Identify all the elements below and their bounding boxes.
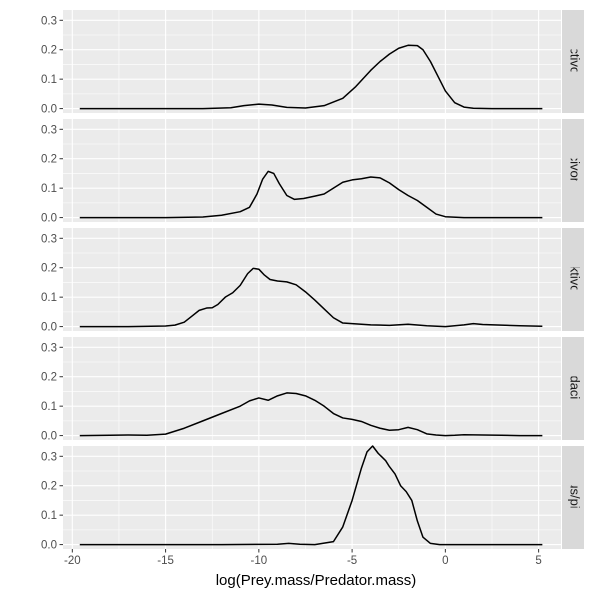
y-tick-label: 0.2: [41, 372, 57, 384]
y-tick-label: 0.3: [41, 342, 57, 354]
facet-strip: [562, 119, 584, 222]
facet-strip: [562, 337, 584, 440]
density-line: [79, 392, 543, 437]
y-tick-label: 0.2: [41, 481, 57, 493]
y-tick-label: 0.0: [41, 540, 57, 552]
density-line: [79, 267, 543, 328]
x-tick-label: -20: [64, 555, 81, 567]
panels-group: 0.0 0.1 0.2 0.3 insectivorous 0.0 0.1 0.2 0.3 pis…: [41, 10, 584, 564]
x-axis: -20 -15 -10 -5 0 5: [64, 549, 542, 567]
y-tick-label: 0.1: [41, 183, 57, 195]
x-tick-label: 5: [535, 555, 541, 567]
x-tick-label: -15: [157, 555, 174, 567]
density-line: [79, 44, 543, 110]
y-tick-label: 0.3: [41, 451, 57, 463]
y-tick-label: 0.1: [41, 401, 57, 413]
x-tick-label: -10: [251, 555, 268, 567]
y-tick-label: 0.1: [41, 74, 57, 86]
y-tick-label: 0.0: [41, 104, 57, 116]
panel-background: [63, 228, 561, 331]
panel-background: [63, 337, 561, 440]
y-tick-label: 0.3: [41, 15, 57, 27]
panel-background: [63, 446, 561, 549]
y-tick-label: 0.0: [41, 213, 57, 225]
facet-panel-2: 0.0 0.1 0.2 0.3 planktivorous: [41, 228, 584, 334]
density-line: [79, 445, 543, 546]
facet-strip-label: piscivorous: [568, 138, 583, 204]
facet-strip: [562, 228, 584, 331]
facet-panel-1: 0.0 0.1 0.2 0.3 piscivorous: [41, 119, 584, 225]
panel-background: [63, 10, 561, 113]
y-tick-label: 0.2: [41, 45, 57, 57]
density-line: [79, 170, 543, 219]
y-tick-label: 0.1: [41, 510, 57, 522]
facet-strip: [562, 446, 584, 549]
y-tick-label: 0.3: [41, 233, 57, 245]
y-tick-label: 0.0: [41, 431, 57, 443]
facet-strip: [562, 10, 584, 113]
y-tick-label: 0.3: [41, 124, 57, 136]
facet-strip-label: predacious/piscivorous: [568, 431, 583, 564]
facet-panel-3: 0.0 0.1 0.2 0.3 predacious: [41, 337, 584, 443]
facet-strip-label: predacious: [568, 357, 583, 421]
facet-strip-label: planktivorous: [568, 241, 583, 318]
panel-background: [63, 119, 561, 222]
facet-strip-label: insectivorous: [568, 24, 583, 100]
x-tick-label: 0: [442, 555, 448, 567]
y-tick-label: 0.0: [41, 322, 57, 334]
facet-panel-0: 0.0 0.1 0.2 0.3 insectivorous: [41, 10, 584, 116]
x-tick-label: -5: [347, 555, 357, 567]
y-tick-label: 0.2: [41, 154, 57, 166]
x-axis-title: log(Prey.mass/Predator.mass): [216, 572, 417, 589]
y-tick-label: 0.1: [41, 292, 57, 304]
facet-panel-4: 0.0 0.1 0.2 0.3 predacious/piscivorous: [41, 431, 584, 564]
y-tick-label: 0.2: [41, 263, 57, 275]
